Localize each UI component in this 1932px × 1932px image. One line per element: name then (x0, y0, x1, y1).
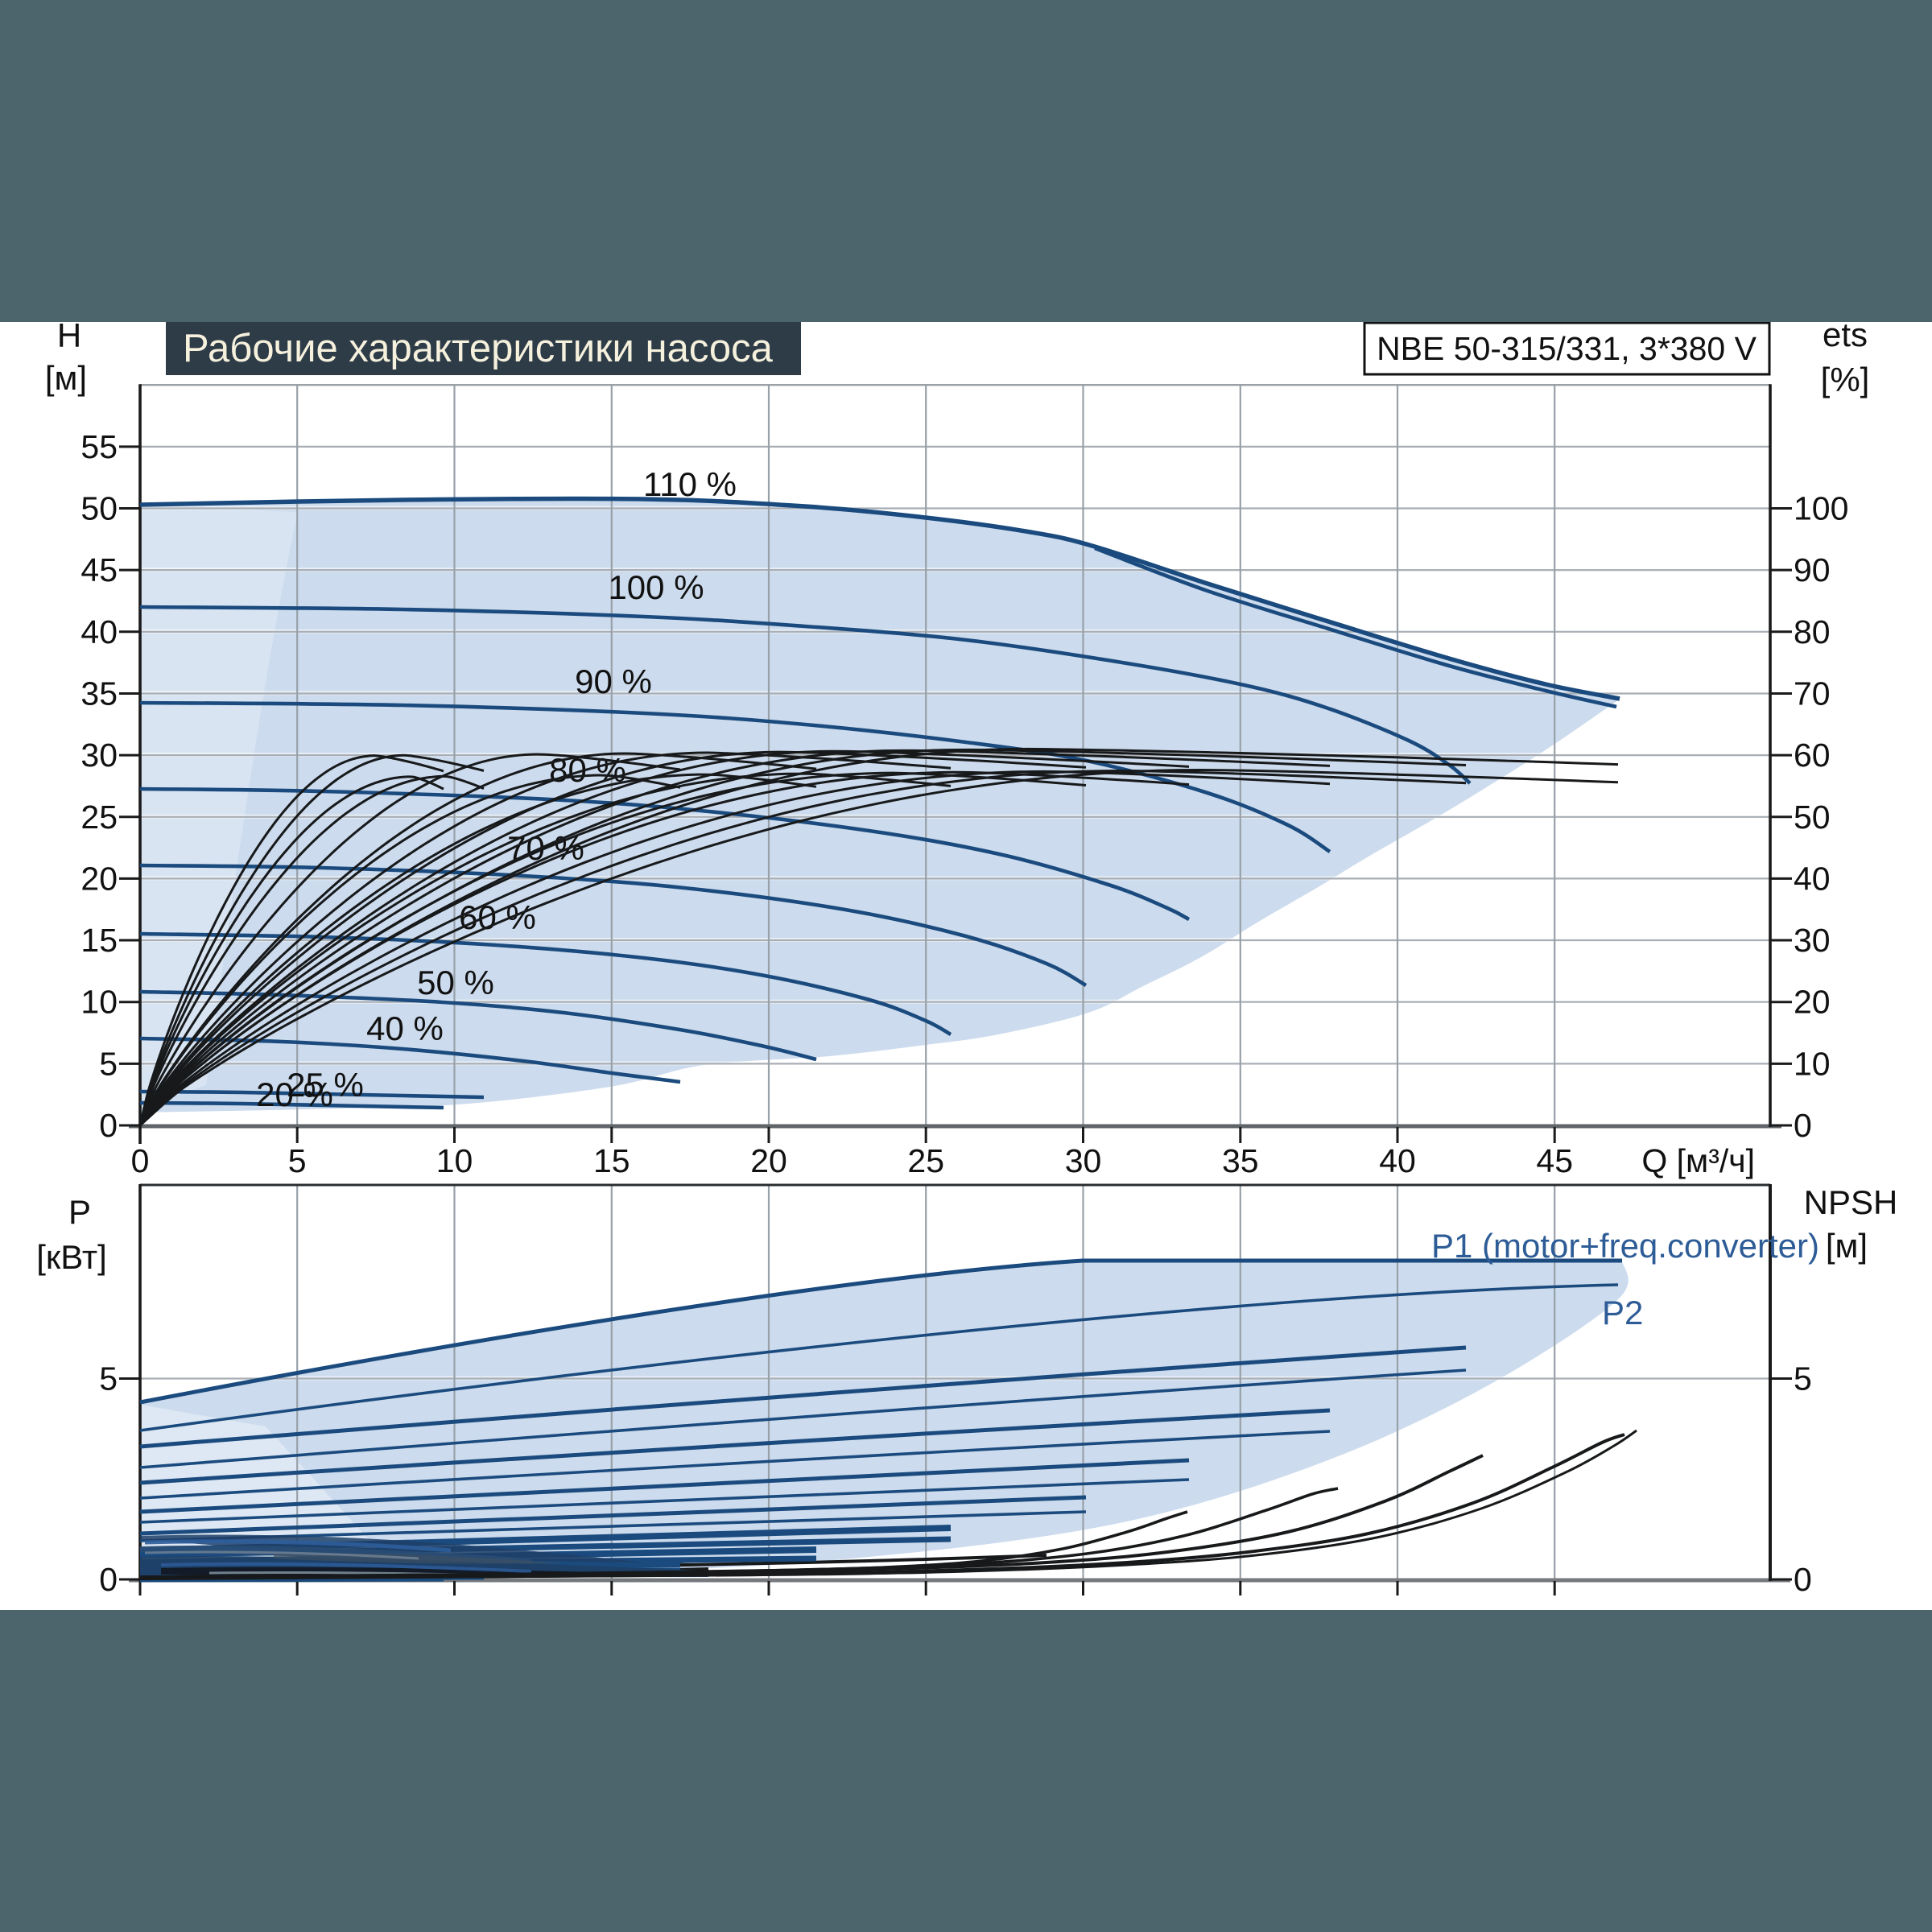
svg-text:60 %: 60 % (459, 898, 536, 936)
svg-text:P1 (motor+freq.converter): P1 (motor+freq.converter) (1431, 1227, 1819, 1265)
svg-text:80: 80 (1794, 613, 1831, 650)
svg-text:30: 30 (1794, 922, 1831, 959)
svg-text:20: 20 (1794, 984, 1831, 1021)
svg-text:20: 20 (750, 1142, 787, 1179)
svg-text:0: 0 (131, 1142, 150, 1179)
svg-text:55: 55 (80, 428, 118, 465)
svg-text:45: 45 (1536, 1142, 1573, 1179)
svg-text:NPSH: NPSH (1804, 1183, 1898, 1221)
svg-text:5: 5 (1794, 1360, 1812, 1397)
svg-text:35: 35 (1222, 1142, 1259, 1179)
svg-text:90 %: 90 % (575, 663, 652, 700)
svg-text:Рабочие характеристики насоса: Рабочие характеристики насоса (183, 327, 774, 370)
svg-text:20: 20 (80, 860, 118, 897)
svg-text:[кВт]: [кВт] (36, 1238, 107, 1276)
svg-text:45: 45 (80, 551, 118, 588)
svg-text:[м]: [м] (1826, 1227, 1868, 1265)
svg-text:5: 5 (99, 1360, 118, 1397)
svg-text:40: 40 (1794, 860, 1831, 897)
svg-text:15: 15 (80, 922, 118, 959)
svg-text:NBE 50-315/331, 3*380 V: NBE 50-315/331, 3*380 V (1377, 330, 1757, 367)
svg-text:0: 0 (99, 1561, 118, 1598)
svg-text:50 %: 50 % (417, 964, 494, 1001)
svg-text:P: P (68, 1193, 91, 1231)
svg-text:H: H (57, 322, 81, 354)
svg-text:[%]: [%] (1821, 361, 1870, 398)
svg-text:[м]: [м] (45, 359, 87, 397)
svg-text:100: 100 (1794, 490, 1848, 527)
svg-text:60: 60 (1794, 737, 1831, 774)
svg-text:0: 0 (99, 1107, 118, 1144)
svg-text:10: 10 (1794, 1045, 1831, 1082)
svg-text:25 %: 25 % (287, 1066, 364, 1104)
svg-text:10: 10 (436, 1142, 473, 1179)
svg-text:10: 10 (80, 984, 118, 1021)
svg-text:0: 0 (1794, 1561, 1812, 1598)
svg-text:20 %: 20 % (256, 1075, 333, 1113)
svg-text:30: 30 (1065, 1142, 1102, 1179)
svg-text:90: 90 (1794, 551, 1831, 588)
svg-text:40 %: 40 % (366, 1009, 444, 1047)
svg-text:Q [м³/ч]: Q [м³/ч] (1641, 1142, 1755, 1179)
svg-text:50: 50 (1794, 799, 1831, 836)
svg-text:25: 25 (80, 799, 118, 836)
svg-text:110 %: 110 % (643, 465, 737, 503)
svg-text:40: 40 (80, 613, 118, 650)
svg-text:70: 70 (1794, 675, 1831, 712)
svg-text:5: 5 (288, 1142, 307, 1179)
svg-text:40: 40 (1379, 1142, 1416, 1179)
svg-text:5: 5 (99, 1045, 118, 1082)
svg-text:50: 50 (80, 490, 118, 527)
svg-text:ets: ets (1823, 322, 1868, 353)
svg-text:25: 25 (907, 1142, 944, 1179)
svg-text:0: 0 (1794, 1107, 1812, 1144)
svg-text:35: 35 (80, 675, 118, 712)
svg-text:P2: P2 (1602, 1294, 1643, 1331)
svg-text:15: 15 (593, 1142, 630, 1179)
svg-text:100 %: 100 % (608, 568, 704, 606)
svg-text:30: 30 (80, 737, 118, 774)
